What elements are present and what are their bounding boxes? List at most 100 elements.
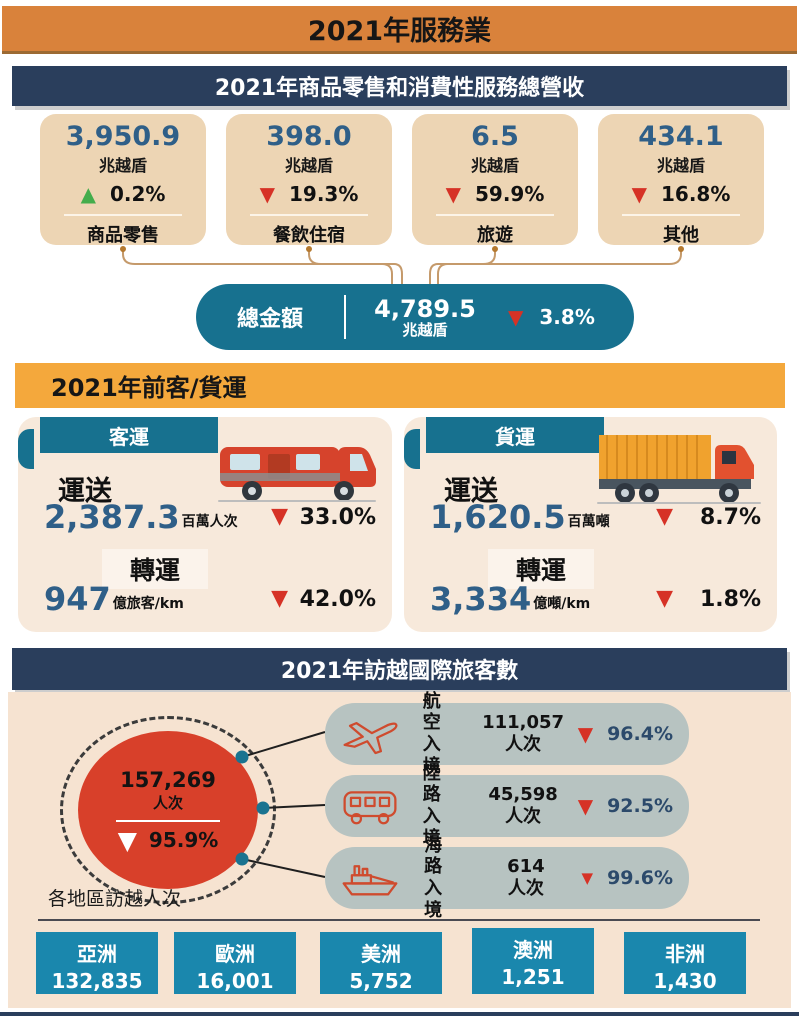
regions-label: 各地區訪越人次 <box>48 888 182 910</box>
transfer-label: 轉運 <box>488 549 595 589</box>
revenue-change: 0.2% <box>109 182 166 207</box>
triangle-down-icon: ▼ <box>271 504 288 529</box>
transfer-change: 42.0% <box>299 586 376 612</box>
carry-unit: 百萬人次 <box>181 514 238 530</box>
triangle-down-icon: ▼ <box>656 504 673 529</box>
airplane-icon <box>341 712 399 756</box>
revenue-unit: 兆越盾 <box>470 156 519 176</box>
revenue-value: 398.0 <box>266 121 352 152</box>
tab-ribbon <box>404 429 420 469</box>
mode-name-line2: 入境 <box>422 806 441 849</box>
mode-pill-land: 陸路 入境 45,598 人次 ▼ 92.5% <box>325 763 689 849</box>
region-box-oceania: 澳洲 1,251 <box>472 928 594 994</box>
revenue-card-tourism: 6.5 兆越盾 ▼ 59.9% 旅遊 <box>412 114 578 247</box>
region-name: 亞洲 <box>77 942 117 966</box>
mode-value: 45,598 <box>488 784 558 806</box>
freight-card: 貨運 運送 1,620.5 <box>404 417 777 632</box>
mode-name-line1: 陸路 <box>422 762 441 806</box>
triangle-down-icon: ▼ <box>656 586 673 611</box>
mode-unit: 人次 <box>505 734 542 755</box>
revenue-value: 3,950.9 <box>65 121 181 152</box>
visitors-section-title: 2021年訪越國際旅客數 <box>280 659 519 684</box>
transfer-label: 轉運 <box>102 549 209 589</box>
ship-icon <box>341 856 400 900</box>
tab-ribbon <box>18 429 34 469</box>
revenue-unit: 兆越盾 <box>284 156 333 176</box>
regions-divider-line <box>38 919 760 921</box>
mode-name-line2: 入境 <box>422 734 441 777</box>
mode-pill-sea: 海路 入境 614 人次 ▼ 99.6% <box>325 835 689 921</box>
revenue-change: 16.8% <box>661 182 731 207</box>
revenue-unit: 兆越盾 <box>656 156 705 176</box>
mode-change: 92.5% <box>607 795 673 817</box>
region-box-europe: 歐洲 16,001 <box>174 932 296 994</box>
visitors-total-value: 157,269 <box>120 767 216 792</box>
revenue-card-label: 旅遊 <box>477 225 513 247</box>
triangle-down-icon: ▼ <box>271 586 288 611</box>
page-title: 2021年服務業 <box>307 16 492 47</box>
transfer-value: 3,334 <box>430 580 532 618</box>
mode-connector-lines <box>235 731 326 878</box>
revenue-card-label: 餐飲住宿 <box>273 225 345 247</box>
region-name: 美洲 <box>361 942 401 966</box>
revenue-card-label: 商品零售 <box>87 225 159 247</box>
transfer-unit: 億噸/km <box>533 596 591 612</box>
carry-value: 2,387.3 <box>44 498 180 536</box>
mode-name-line1: 航空 <box>422 690 441 734</box>
visitors-section-header: 2021年訪越國際旅客數 <box>12 648 787 690</box>
transport-section-title: 2021年前客/貨運 <box>51 374 247 402</box>
carry-change: 8.7% <box>699 504 761 530</box>
revenue-change: 59.9% <box>475 182 545 207</box>
revenue-card-dining: 398.0 兆越盾 ▼ 19.3% 餐飲住宿 <box>226 114 392 247</box>
revenue-unit: 兆越盾 <box>98 156 147 176</box>
region-box-americas: 美洲 5,752 <box>320 932 442 994</box>
card-divider <box>622 214 740 217</box>
region-name: 非洲 <box>665 942 705 966</box>
triangle-down-icon: ▼ <box>117 825 137 855</box>
carry-unit: 百萬噸 <box>567 514 610 530</box>
triangle-down-icon: ▼ <box>631 182 647 207</box>
carry-label: 運送 <box>444 476 498 507</box>
carry-change: 33.0% <box>299 504 376 530</box>
region-value: 1,430 <box>653 969 717 993</box>
mode-pill-air: 航空 入境 111,057 人次 ▼ 96.4% <box>325 691 689 777</box>
total-label: 總金額 <box>236 307 303 332</box>
region-name: 歐洲 <box>215 942 255 966</box>
triangle-down-icon: ▼ <box>508 305 524 329</box>
revenue-change: 19.3% <box>289 182 359 207</box>
triangle-down-icon: ▼ <box>445 182 461 207</box>
mode-change: 96.4% <box>607 723 673 745</box>
carry-label: 運送 <box>58 476 112 507</box>
region-value: 132,835 <box>51 969 143 993</box>
card-divider <box>436 214 554 217</box>
passenger-tab: 客運 <box>40 417 218 453</box>
mode-name-line2: 入境 <box>424 878 443 921</box>
transport-section-header: 2021年前客/貨運 <box>15 363 785 408</box>
visitors-total-ellipse: 157,269 人次 ▼ 95.9% <box>78 731 258 889</box>
passenger-card: 客運 運送 2,387.3 百萬人次 ▼ 33.0% 轉運 947 <box>18 417 392 632</box>
carry-value: 1,620.5 <box>430 498 566 536</box>
visitors-total-change: 95.9% <box>148 828 219 852</box>
revenue-section-header: 2021年商品零售和消費性服務總營收 <box>12 66 787 106</box>
page-header: 2021年服務業 <box>2 6 797 54</box>
revenue-total-pill: 總金額 4,789.5 兆越盾 ▼ 3.8% <box>196 284 634 350</box>
revenue-value: 6.5 <box>471 121 519 152</box>
visitors-total-unit: 人次 <box>152 793 183 812</box>
mode-unit: 人次 <box>507 878 544 899</box>
freight-tab: 貨運 <box>426 417 604 453</box>
total-value: 4,789.5 <box>374 294 476 323</box>
transfer-unit: 億旅客/km <box>112 596 184 612</box>
total-change: 3.8% <box>539 305 595 329</box>
triangle-down-icon: ▼ <box>577 722 594 746</box>
revenue-card-retail: 3,950.9 兆越盾 ▲ 0.2% 商品零售 <box>40 114 206 247</box>
dashed-ellipse <box>60 716 276 904</box>
triangle-down-icon: ▼ <box>259 182 275 207</box>
bus-icon <box>341 784 399 828</box>
revenue-value: 434.1 <box>638 121 724 152</box>
triangle-down-icon: ▼ <box>581 868 594 887</box>
revenue-connector-lines <box>120 246 684 286</box>
container-truck-icon <box>595 429 763 509</box>
pill-divider <box>344 295 346 339</box>
region-value: 16,001 <box>196 969 274 993</box>
